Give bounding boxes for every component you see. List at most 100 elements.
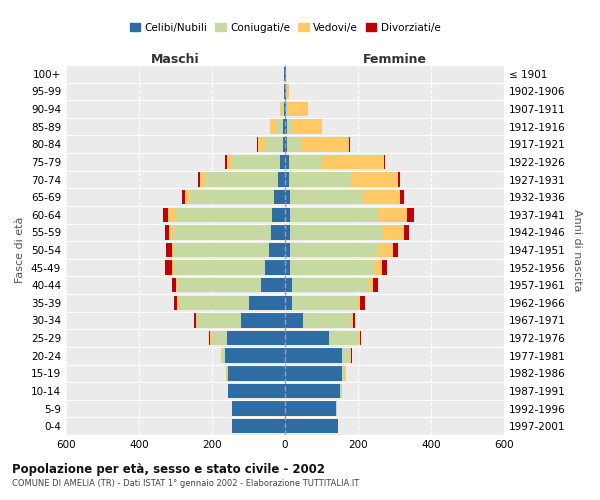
Bar <box>285 154 322 169</box>
Bar <box>229 384 285 398</box>
Bar <box>280 102 285 117</box>
Bar <box>210 331 285 345</box>
Bar <box>285 348 352 363</box>
Bar <box>285 314 353 328</box>
Bar <box>261 278 285 292</box>
Bar <box>285 84 289 98</box>
Bar <box>248 296 285 310</box>
Bar <box>285 243 290 257</box>
Bar <box>280 102 285 117</box>
Bar <box>232 402 285 416</box>
Bar <box>173 296 285 310</box>
Bar <box>285 366 345 380</box>
Bar <box>173 225 285 240</box>
Bar <box>285 172 398 186</box>
Bar <box>285 84 286 98</box>
Bar <box>227 154 285 169</box>
Bar <box>205 172 285 186</box>
Bar <box>221 348 285 363</box>
Bar <box>172 243 285 257</box>
Bar <box>265 137 285 152</box>
Bar <box>285 84 289 98</box>
Bar <box>285 260 387 275</box>
Bar <box>269 243 285 257</box>
Bar <box>285 419 338 434</box>
Bar <box>172 260 285 275</box>
Bar <box>282 102 285 117</box>
Bar <box>285 348 352 363</box>
Bar <box>285 102 286 117</box>
Bar <box>285 208 290 222</box>
Bar <box>274 190 285 204</box>
Bar <box>169 225 285 240</box>
Bar <box>265 260 285 275</box>
Bar <box>285 348 341 363</box>
Bar <box>284 66 285 81</box>
Bar <box>166 243 285 257</box>
Bar <box>168 208 285 222</box>
Bar <box>285 314 355 328</box>
Bar <box>285 278 292 292</box>
Text: Femmine: Femmine <box>362 53 427 66</box>
Bar <box>285 278 369 292</box>
Bar <box>285 366 346 380</box>
Bar <box>285 120 322 134</box>
Bar <box>198 172 285 186</box>
Bar <box>241 314 285 328</box>
Bar <box>226 366 285 380</box>
Bar <box>232 419 285 434</box>
Bar <box>285 278 378 292</box>
Bar <box>182 190 285 204</box>
Bar <box>284 66 285 81</box>
Bar <box>232 402 285 416</box>
Bar <box>284 66 285 81</box>
Bar <box>271 225 285 240</box>
Bar <box>285 402 337 416</box>
Bar <box>285 260 382 275</box>
Bar <box>232 402 285 416</box>
Bar <box>285 331 360 345</box>
Bar <box>285 243 378 257</box>
Bar <box>178 278 285 292</box>
Bar <box>163 208 285 222</box>
Y-axis label: Anni di nascita: Anni di nascita <box>572 209 582 291</box>
Bar <box>285 243 392 257</box>
Y-axis label: Fasce di età: Fasce di età <box>16 217 25 283</box>
Bar <box>276 120 285 134</box>
Bar <box>257 137 285 152</box>
Text: Maschi: Maschi <box>151 53 200 66</box>
Bar <box>178 296 285 310</box>
Bar <box>227 384 285 398</box>
Text: COMUNE DI AMELIA (TR) - Dati ISTAT 1° gennaio 2002 - Elaborazione TUTTITALIA.IT: COMUNE DI AMELIA (TR) - Dati ISTAT 1° ge… <box>12 479 359 488</box>
Bar <box>278 172 285 186</box>
Text: Popolazione per età, sesso e stato civile - 2002: Popolazione per età, sesso e stato civil… <box>12 462 325 475</box>
Bar <box>285 278 373 292</box>
Bar <box>284 102 285 117</box>
Bar <box>285 137 349 152</box>
Bar <box>285 190 290 204</box>
Bar <box>280 154 285 169</box>
Bar <box>285 102 287 117</box>
Bar <box>285 208 414 222</box>
Bar <box>225 154 285 169</box>
Bar <box>257 137 285 152</box>
Bar <box>284 84 285 98</box>
Bar <box>285 208 378 222</box>
Bar <box>285 225 382 240</box>
Bar <box>285 225 409 240</box>
Bar <box>285 102 308 117</box>
Bar <box>179 296 285 310</box>
Bar <box>285 402 336 416</box>
Bar <box>285 172 350 186</box>
Bar <box>176 208 285 222</box>
Bar <box>285 225 404 240</box>
Bar <box>232 154 285 169</box>
Bar <box>283 120 285 134</box>
Bar <box>284 84 285 98</box>
Bar <box>190 190 285 204</box>
Bar <box>285 225 290 240</box>
Bar <box>271 120 285 134</box>
Bar <box>225 348 285 363</box>
Bar <box>284 84 285 98</box>
Bar <box>284 84 285 98</box>
